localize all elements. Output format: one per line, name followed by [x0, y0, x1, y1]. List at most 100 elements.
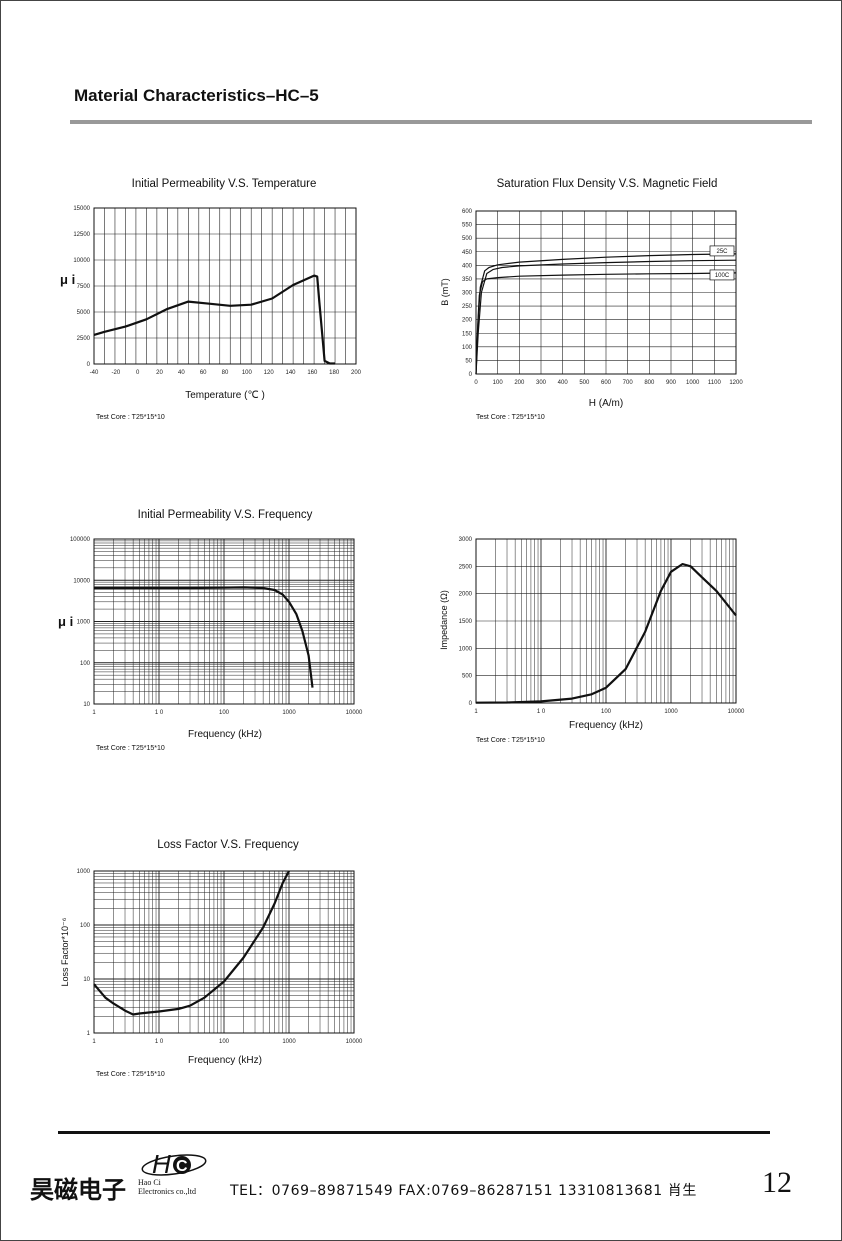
y-tick-label: 1000	[77, 620, 91, 626]
x-tick-label: 800	[644, 380, 655, 386]
chart-loss-freq: 1 1 0 100 1000 10000 1 10 100 1000 Frequency (kHz…	[60, 869, 363, 1066]
x-tick-label: 180	[329, 370, 340, 376]
y-tick-label: 1000	[77, 869, 91, 875]
y-axis-label: μ i	[58, 614, 73, 629]
y-tick-label: 1	[87, 1031, 91, 1037]
chart-title-loss-freq: Loss Factor V.S. Frequency	[157, 839, 299, 851]
y-tick-label: 1500	[459, 619, 473, 625]
y-tick-label: 15000	[73, 206, 90, 212]
x-axis-label: Frequency (kHz)	[188, 729, 262, 740]
series-line	[94, 586, 314, 688]
y-tick-label: 10	[83, 977, 90, 983]
contact-info: TEL：0769–89871549 FAX:0769–86287151 1331…	[230, 1183, 697, 1199]
x-tick-label: 1100	[708, 380, 722, 386]
y-tick-label: 100	[462, 345, 473, 351]
x-tick-label: 200	[514, 380, 525, 386]
x-tick-label: 100	[242, 370, 253, 376]
page-title: Material Characteristics–HC–5	[74, 86, 319, 105]
x-tick-label: 20	[156, 370, 163, 376]
series-tag-box	[709, 269, 735, 281]
plot-frame	[475, 538, 737, 704]
chart-perm-freq: 1 1 0 100 1000 10000 10 100 1000 10000 100000 Freq…	[58, 537, 363, 740]
y-tick-label: 0	[87, 362, 91, 368]
x-tick-label: 100	[601, 709, 612, 715]
x-tick-label: 1 0	[537, 709, 546, 715]
test-core-note: Test Core : T25*15*10	[476, 737, 545, 744]
x-tick-label: 1	[92, 1039, 96, 1045]
x-tick-label: 140	[285, 370, 296, 376]
test-core-note: Test Core : T25*15*10	[96, 745, 165, 752]
y-tick-label: 500	[462, 674, 473, 680]
y-tick-label: 300	[462, 291, 473, 297]
chart-perm-temp: -40 -20 0 20 40 60 80 100 120 140 160 180 200 0 2500 50…	[60, 206, 362, 401]
plot-frame	[93, 870, 355, 1034]
y-tick-label: 200	[462, 318, 473, 324]
chart-impedance-freq: 1 1 0 100 1000 10000 0 500 1000 1500 2000 2500 3000…	[439, 537, 745, 731]
y-tick-label: 400	[462, 263, 473, 269]
series-line	[475, 562, 737, 704]
series-line	[93, 274, 335, 365]
series-line	[93, 870, 290, 1016]
x-tick-label: 60	[200, 370, 207, 376]
x-tick-label: 1000	[282, 710, 296, 716]
x-tick-label: 100	[219, 710, 230, 716]
x-tick-label: 1200	[729, 380, 743, 386]
y-tick-label: 5000	[77, 310, 91, 316]
y-tick-label: 0	[469, 372, 473, 378]
x-axis-label: Temperature (℃ )	[185, 390, 265, 401]
y-tick-label: 2000	[459, 592, 473, 598]
plot-frame	[93, 538, 355, 705]
y-tick-label: 10	[83, 702, 90, 708]
y-tick-label: 1000	[459, 646, 473, 652]
x-tick-label: 120	[264, 370, 275, 376]
y-axis-label: μ i	[60, 272, 75, 287]
x-tick-label: 0	[474, 380, 478, 386]
y-tick-label: 100	[80, 923, 91, 929]
x-tick-label: 500	[579, 380, 590, 386]
x-tick-label: 0	[136, 370, 140, 376]
x-tick-label: 1 0	[155, 710, 164, 716]
test-core-note: Test Core : T25*15*10	[96, 414, 165, 421]
x-tick-label: -20	[111, 370, 120, 376]
y-tick-label: 7500	[77, 284, 91, 290]
series-tag-box	[709, 245, 735, 257]
x-axis-label: Frequency (kHz)	[569, 720, 643, 731]
company-name-en-line1: Hao Ci	[138, 1178, 161, 1187]
plot-frame	[475, 210, 737, 375]
x-tick-label: 200	[351, 370, 362, 376]
title-rule	[70, 120, 812, 124]
svg-text:C: C	[176, 1158, 188, 1175]
x-tick-label: 10000	[346, 710, 363, 716]
chart-flux-field: 0 100 200 300 400 500 600 700 800 900 1000 1100 1200…	[440, 209, 743, 409]
x-tick-label: 600	[601, 380, 612, 386]
y-tick-label: 10000	[73, 578, 90, 584]
y-tick-label: 450	[462, 250, 473, 256]
test-core-note: Test Core : T25*15*10	[476, 414, 545, 421]
y-tick-label: 350	[462, 277, 473, 283]
x-tick-label: 400	[558, 380, 569, 386]
x-tick-label: 1000	[282, 1039, 296, 1045]
y-axis-label: B (mT)	[440, 278, 450, 306]
y-tick-label: 10000	[73, 258, 90, 264]
x-tick-label: 1 0	[155, 1039, 164, 1045]
x-tick-label: 1	[92, 710, 96, 716]
page-number: 12	[762, 1166, 792, 1199]
y-tick-label: 100	[80, 661, 91, 667]
x-tick-label: 80	[222, 370, 229, 376]
x-tick-label: 1000	[664, 709, 678, 715]
chart-title-perm-freq: Initial Permeability V.S. Frequency	[137, 509, 313, 521]
y-tick-label: 3000	[459, 537, 473, 543]
company-logo: H C	[138, 1148, 208, 1185]
x-tick-label: 300	[536, 380, 547, 386]
test-core-note: Test Core : T25*15*10	[96, 1071, 165, 1078]
series-tag-label: 25C	[716, 249, 728, 255]
x-tick-label: 40	[178, 370, 185, 376]
y-tick-label: 250	[462, 304, 473, 310]
x-tick-label: 100	[219, 1039, 230, 1045]
y-tick-label: 0	[469, 701, 473, 707]
x-tick-label: 1	[474, 709, 478, 715]
x-tick-label: 1000	[686, 380, 700, 386]
y-tick-label: 500	[462, 236, 473, 242]
series-line	[475, 259, 737, 375]
series-tag-label: 100C	[715, 273, 730, 279]
